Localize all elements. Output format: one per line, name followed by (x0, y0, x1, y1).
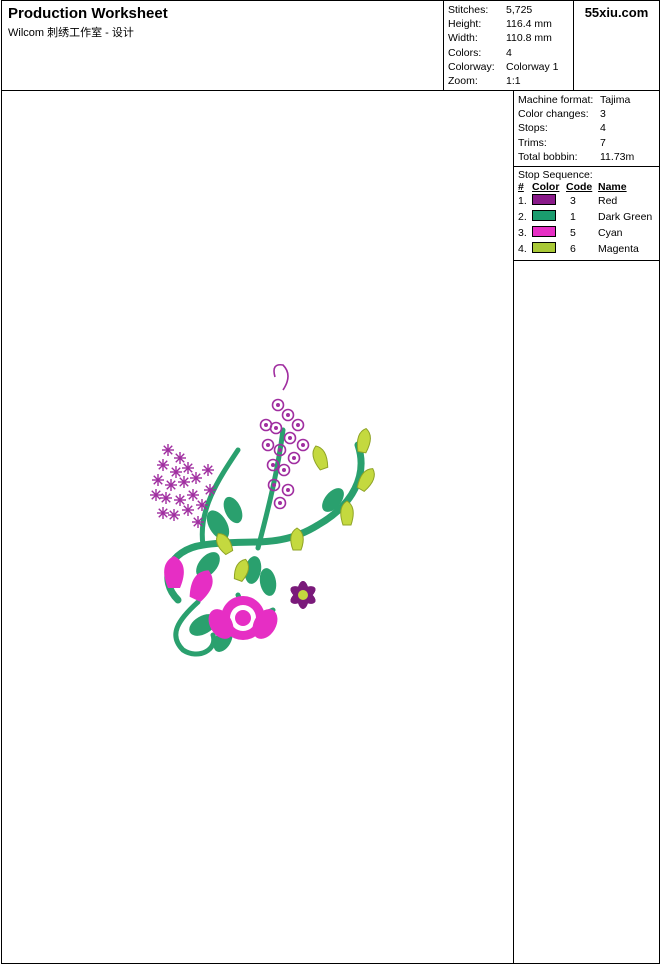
seq-num: 1. (518, 195, 532, 207)
seq-swatch (532, 226, 566, 240)
stitches-label: Stitches: (448, 3, 506, 17)
format-value: Tajima (600, 93, 655, 107)
bobbin-value: 11.73m (600, 150, 655, 164)
height-label: Height: (448, 17, 506, 31)
format-label: Machine format: (518, 93, 600, 107)
colors-value: 4 (506, 46, 569, 60)
seq-head-code: Code (566, 181, 598, 193)
worksheet-container: Production Worksheet Wilcom 刺绣工作室 - 设计 S… (1, 0, 660, 964)
seq-swatch (532, 242, 566, 256)
page-subtitle: Wilcom 刺绣工作室 - 设计 (8, 24, 437, 40)
sequence-box: Stop Sequence: # Color Code Name 1. 3Red 2… (514, 167, 659, 261)
seq-num: 2. (518, 211, 532, 223)
seq-head-name: Name (598, 181, 655, 193)
changes-label: Color changes: (518, 107, 600, 121)
zoom-value: 1:1 (506, 74, 569, 88)
sequence-row: 4. 6Magenta (514, 241, 659, 257)
colorway-value: Colorway 1 (506, 60, 569, 74)
design-preview (2, 91, 514, 963)
seq-head-color: Color (532, 181, 566, 193)
seq-name: Dark Green (598, 211, 655, 223)
seq-name: Red (598, 195, 655, 207)
title-cell: Production Worksheet Wilcom 刺绣工作室 - 设计 (2, 1, 444, 90)
sequence-row: 3. 5Cyan (514, 225, 659, 241)
colorway-label: Colorway: (448, 60, 506, 74)
sequence-row: 1. 3Red (514, 193, 659, 209)
width-label: Width: (448, 31, 506, 45)
side-panel: Machine format:Tajima Color changes:3 St… (514, 91, 659, 963)
machine-box: Machine format:Tajima Color changes:3 St… (514, 91, 659, 167)
trims-label: Trims: (518, 136, 600, 150)
sequence-row: 2. 1Dark Green (514, 209, 659, 225)
page-title: Production Worksheet (8, 5, 437, 22)
stops-value: 4 (600, 121, 655, 135)
stitches-value: 5,725 (506, 3, 569, 17)
seq-name: Cyan (598, 227, 655, 239)
bobbin-label: Total bobbin: (518, 150, 600, 164)
seq-num: 4. (518, 243, 532, 255)
sequence-header: # Color Code Name (514, 181, 659, 193)
seq-swatch (532, 210, 566, 224)
colors-label: Colors: (448, 46, 506, 60)
logo: 55xiu.com (574, 1, 659, 90)
seq-head-num: # (518, 181, 532, 193)
seq-code: 6 (566, 243, 598, 255)
header-row: Production Worksheet Wilcom 刺绣工作室 - 设计 S… (2, 1, 659, 90)
sequence-title: Stop Sequence: (514, 167, 659, 181)
seq-code: 3 (566, 195, 598, 207)
main-row: Machine format:Tajima Color changes:3 St… (2, 90, 659, 963)
changes-value: 3 (600, 107, 655, 121)
seq-code: 1 (566, 211, 598, 223)
seq-num: 3. (518, 227, 532, 239)
seq-code: 5 (566, 227, 598, 239)
stats-cell: Stitches:5,725 Height:116.4 mm Width:110… (444, 1, 574, 90)
embroidery-art (108, 350, 408, 670)
zoom-label: Zoom: (448, 74, 506, 88)
sequence-rows: 1. 3Red 2. 1Dark Green 3. 5Cyan 4. 6Magenta (514, 193, 659, 257)
stops-label: Stops: (518, 121, 600, 135)
seq-swatch (532, 194, 566, 208)
height-value: 116.4 mm (506, 17, 569, 31)
width-value: 110.8 mm (506, 31, 569, 45)
seq-name: Magenta (598, 243, 655, 255)
trims-value: 7 (600, 136, 655, 150)
